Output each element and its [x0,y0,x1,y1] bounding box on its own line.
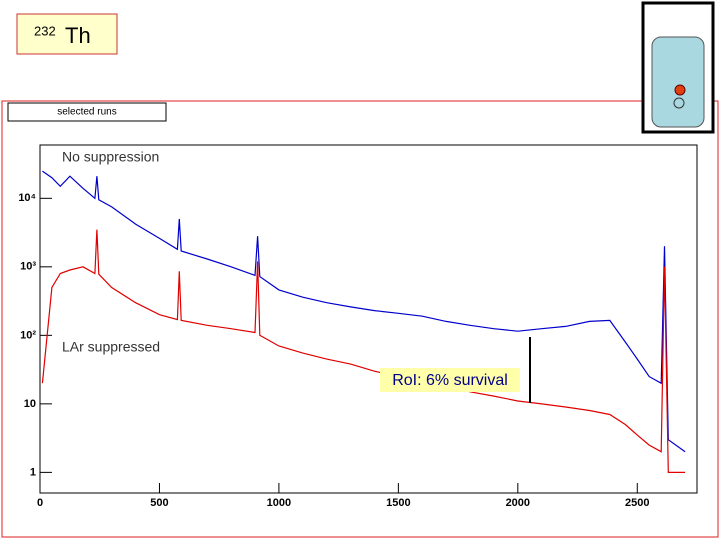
series-label-box [58,337,193,359]
series-line [41,229,686,473]
detector-icon [651,36,705,128]
x-tick-label: 0 [37,497,43,509]
isotope-box [16,13,118,55]
panel-title-box [7,102,167,122]
annotation: RoI: 6% survival [392,372,508,389]
source-icon [674,84,686,96]
isotope-symbol: Th [65,23,91,48]
series-label: LAr suppressed [62,339,160,355]
detector-ring [673,97,685,109]
y-tick-label: 10 [24,398,36,410]
frame [1,100,719,538]
plot-area [39,144,698,494]
y-tick-label: 10² [20,329,36,341]
series-line [42,170,686,453]
x-tick-label: 2000 [506,497,530,509]
series-label-box [58,147,193,169]
y-tick-label: 10³ [20,261,36,273]
isotope-mass: 232 [34,23,56,38]
x-tick-label: 2500 [625,497,649,509]
x-tick-label: 1000 [267,497,291,509]
annotation-box [380,368,520,392]
series-label: No suppression [62,149,159,165]
x-tick-label: 1500 [386,497,410,509]
y-tick-label: 1 [30,466,36,478]
panel-title: selected runs [57,107,116,118]
y-tick-label: 10⁴ [18,192,36,204]
x-tick-label: 500 [150,497,168,509]
